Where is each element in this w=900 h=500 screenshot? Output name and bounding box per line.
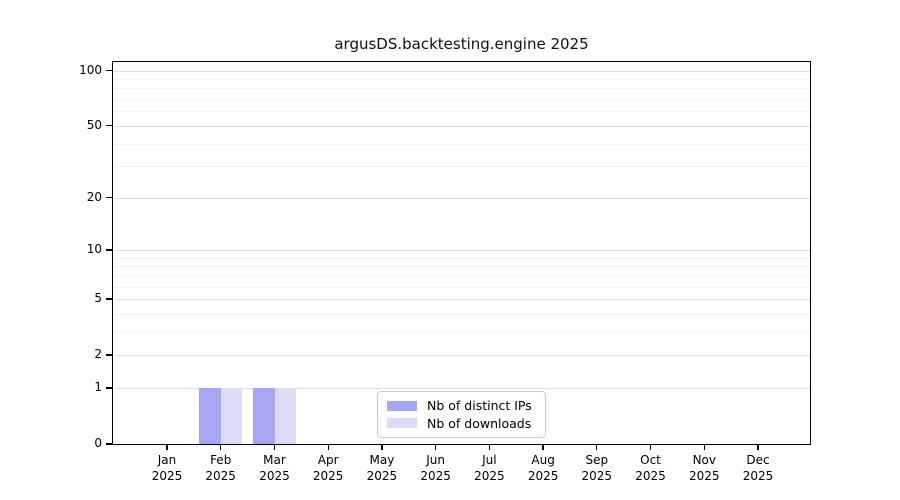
x-tick-month: Nov (692, 453, 716, 467)
y-tick-label: 10 (86, 241, 102, 256)
legend-item: Nb of distinct IPs (387, 397, 537, 414)
x-tick-month: Jan (157, 453, 177, 467)
x-tick-mark (757, 444, 759, 450)
x-tick-year: 2025 (151, 469, 183, 483)
x-tick-mark (434, 444, 437, 450)
y-tick-mark (106, 354, 113, 356)
x-tick-mark (381, 444, 383, 450)
x-tick-month: Apr (317, 453, 339, 467)
gridline-minor (113, 266, 810, 268)
gridline-minor (113, 331, 810, 333)
y-tick-mark (106, 387, 113, 389)
x-tick-mark (488, 444, 491, 450)
gridline-minor (113, 99, 810, 100)
legend-swatch (387, 418, 417, 429)
y-tick-mark (106, 69, 113, 72)
plot-area (113, 62, 810, 444)
y-tick-label: 100 (79, 62, 102, 77)
plot-frame (112, 61, 811, 445)
gridline-major (113, 197, 810, 199)
y-tick-label: 0 (94, 436, 102, 450)
gridline-minor (113, 257, 810, 259)
x-tick-month: Mar (263, 453, 286, 467)
chart-title: argusDS.backtesting.engine 2025 (334, 35, 589, 53)
x-tick-year: 2025 (259, 469, 290, 483)
legend-label: Nb of downloads (427, 415, 532, 431)
x-tick-month: Jul (482, 453, 497, 467)
legend-swatch (387, 400, 417, 411)
gridline-minor (113, 166, 810, 168)
x-tick-label: Jul 2025 (457, 452, 521, 484)
gridline-major (113, 387, 810, 389)
x-tick-label: Sep 2025 (565, 452, 629, 484)
gridline-major (113, 249, 810, 251)
gridline-minor (113, 143, 810, 145)
x-tick-month: Aug (531, 453, 555, 467)
x-tick-year: 2025 (581, 469, 613, 483)
x-tick-mark (220, 444, 222, 450)
legend: Nb of distinct IPs Nb of downloads (377, 391, 546, 438)
x-tick-month: Sep (585, 453, 609, 467)
x-tick-year: 2025 (366, 469, 398, 483)
x-tick-label: Jan 2025 (135, 452, 199, 484)
bar-nb-of-distinct-ips (199, 387, 221, 444)
x-tick-mark (703, 444, 705, 450)
y-tick-mark (106, 249, 113, 251)
y-tick-label: 2 (94, 347, 102, 362)
x-tick-year: 2025 (205, 469, 236, 483)
x-tick-mark (649, 444, 652, 450)
x-tick-year: 2025 (742, 469, 774, 483)
x-tick-label: Aug 2025 (511, 452, 575, 484)
gridline-major (113, 125, 810, 127)
x-tick-year: 2025 (635, 469, 666, 483)
gridline-major (113, 70, 810, 72)
x-tick-year: 2025 (474, 469, 505, 483)
y-tick-mark (106, 298, 113, 300)
y-tick-mark (106, 125, 113, 127)
x-tick-month: Dec (746, 453, 770, 467)
y-tick-label: 5 (94, 291, 102, 305)
gridline-major (113, 355, 810, 357)
x-tick-label: Oct 2025 (619, 452, 683, 484)
x-tick-year: 2025 (420, 469, 451, 483)
y-tick-mark (106, 196, 113, 199)
x-tick-label: Mar 2025 (243, 452, 307, 484)
gridline-minor (113, 313, 810, 315)
x-tick-mark (166, 444, 168, 450)
x-tick-label: May 2025 (350, 452, 414, 484)
x-tick-year: 2025 (527, 469, 559, 483)
y-tick-label: 1 (94, 379, 102, 394)
y-tick-label: 20 (86, 189, 102, 204)
x-tick-label: Feb 2025 (189, 452, 253, 484)
x-tick-label: Apr 2025 (296, 452, 360, 484)
x-tick-mark (273, 444, 276, 450)
x-tick-year: 2025 (312, 469, 344, 483)
gridline-minor (113, 286, 810, 288)
bar-nb-of-downloads (220, 387, 243, 444)
x-tick-mark (327, 444, 329, 450)
x-tick-year: 2025 (689, 469, 720, 483)
bar-nb-of-distinct-ips (253, 387, 275, 444)
x-tick-label: Nov 2025 (672, 452, 736, 484)
x-tick-label: Jun 2025 (404, 452, 468, 484)
x-tick-month: Feb (210, 453, 232, 467)
bar-nb-of-downloads (274, 387, 296, 444)
x-tick-month: Jun (426, 453, 445, 467)
legend-label: Nb of distinct IPs (427, 398, 532, 414)
x-tick-mark (596, 444, 598, 450)
x-tick-label: Dec 2025 (726, 452, 790, 484)
legend-item: Nb of downloads (387, 415, 537, 432)
x-tick-month: Oct (640, 453, 661, 467)
y-tick-mark (106, 443, 113, 445)
gridline-minor (113, 88, 810, 90)
gridline-minor (113, 111, 810, 113)
gridline-minor (113, 275, 810, 277)
gridline-major (113, 299, 810, 300)
x-tick-month: May (369, 453, 395, 467)
gridline-minor (113, 78, 810, 80)
x-tick-mark (542, 444, 544, 450)
y-tick-label: 50 (86, 117, 102, 132)
